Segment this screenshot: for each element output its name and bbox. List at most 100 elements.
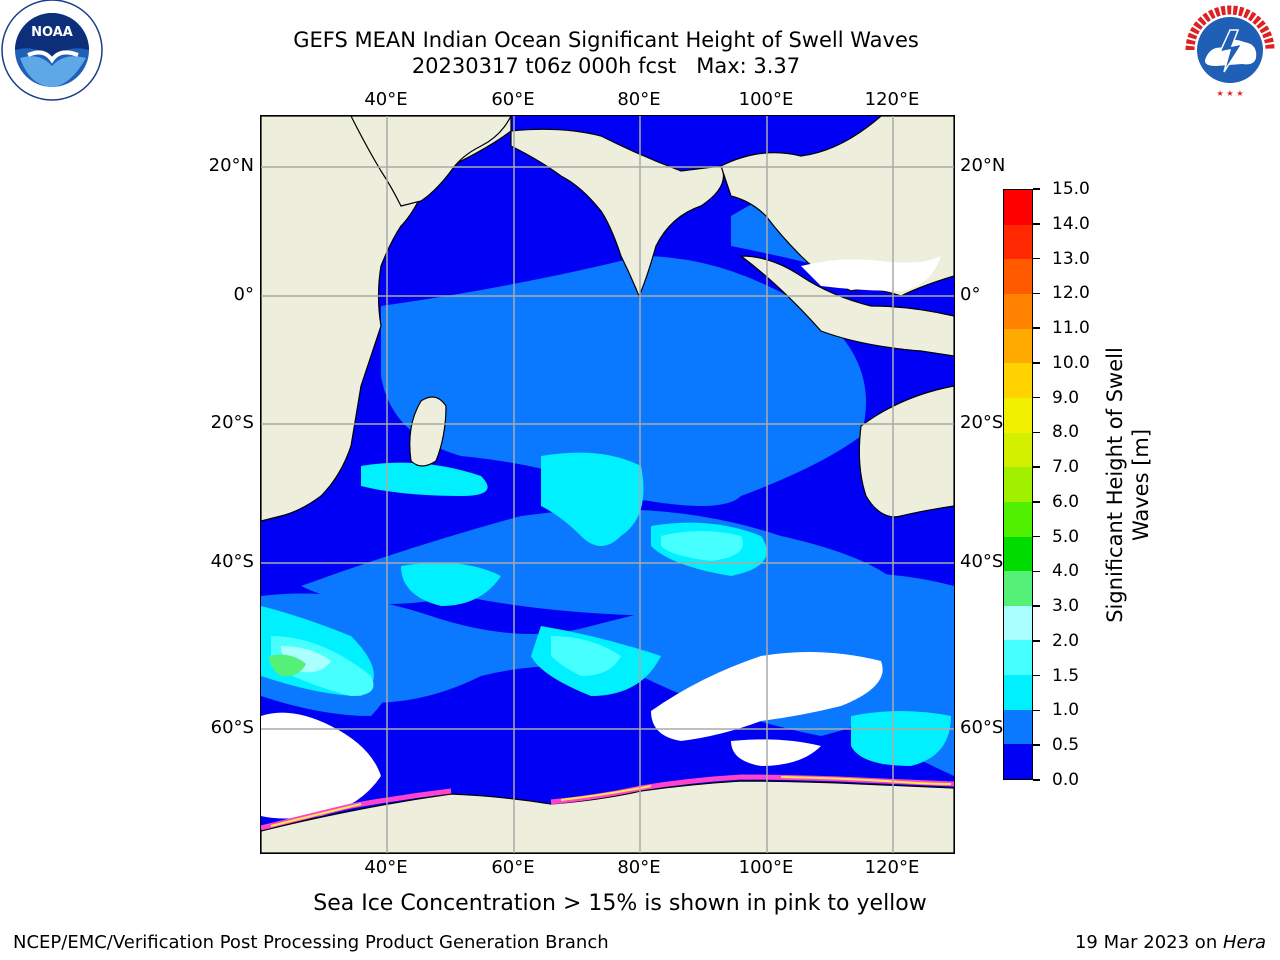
colorbar-tick-mark [1033, 362, 1040, 364]
colorbar-segment [1004, 675, 1032, 710]
colorbar-tick-label: 0.5 [1052, 735, 1080, 756]
swell-band-1.0-1.5-f [851, 711, 951, 766]
no-data-white-4 [801, 256, 941, 291]
footer-date-text: 19 Mar 2023 on [1074, 932, 1223, 953]
colorbar-segment [1004, 501, 1032, 537]
colorbar-tick-label: 6.0 [1052, 491, 1080, 512]
colorbar-segment [1004, 432, 1032, 468]
colorbar-tick-label: 8.0 [1052, 422, 1080, 443]
map-panel [260, 115, 955, 854]
land-se-asia [720, 116, 954, 297]
colorbar-segment [1004, 363, 1032, 398]
colorbar-tick-mark [1033, 744, 1040, 746]
chart-subtitle: 20230317 t06z 000h fcst Max: 3.37 [411, 54, 801, 78]
colorbar-title-line1: Significant Height of Swell [1103, 347, 1127, 623]
lon-tick-top-120: 120°E [864, 89, 920, 110]
land-india [510, 128, 725, 298]
colorbar-tick-mark [1033, 431, 1040, 434]
lat-tick-left-20s: 20°S [210, 412, 254, 433]
nws-logo: ★ ★ ★ [1180, 0, 1280, 100]
colorbar-tick-mark [1033, 257, 1040, 260]
colorbar-segment [1004, 536, 1032, 572]
colorbar-title: Significant Height of Swell Waves [m] [1102, 347, 1154, 623]
sea-ice-edge-inner [270, 776, 952, 827]
colorbar-tick-label: 9.0 [1052, 387, 1080, 408]
colorbar-tick-mark [1033, 535, 1040, 538]
colorbar-segment [1004, 571, 1032, 606]
colorbar-tick-label: 14.0 [1052, 213, 1090, 234]
colorbar-segment [1004, 224, 1032, 260]
colorbar-tick-label: 13.0 [1052, 248, 1090, 269]
colorbar-tick-label: 1.5 [1052, 665, 1080, 686]
colorbar-tick-label: 15.0 [1052, 179, 1090, 199]
colorbar-tick-mark [1033, 396, 1040, 399]
land-arabia-peninsula [350, 116, 512, 207]
lon-tick-top-80: 80°E [617, 89, 661, 110]
lon-tick-bottom-40: 40°E [364, 857, 408, 878]
noaa-logo-text: NOAA [31, 25, 73, 40]
colorbar-tick-label: 3.0 [1052, 596, 1080, 617]
land-australia [858, 385, 954, 518]
colorbar-segment [1004, 190, 1032, 225]
colorbar-segment [1004, 640, 1032, 676]
swell-band-1.0-1.5-b [361, 462, 488, 496]
colorbar-tick-mark [1033, 640, 1040, 642]
noaa-logo: NOAA [0, 0, 104, 104]
footer-date: 19 Mar 2023 on Hera [1075, 932, 1266, 954]
colorbar-title-line2: Waves [m] [1129, 428, 1153, 542]
lon-tick-bottom-100: 100°E [738, 857, 794, 878]
swell-band-1.0-1.5-c [401, 562, 501, 606]
colorbar-tick-mark [1033, 779, 1040, 781]
colorbar-tick-mark [1033, 292, 1040, 295]
swell-band-3.0-4.0 [269, 654, 306, 677]
lat-tick-right-60s: 60°S [960, 717, 1004, 738]
colorbar-tick-mark [1033, 327, 1040, 329]
swell-band-0.5-1.0 [301, 256, 901, 616]
colorbar-tick-mark [1033, 188, 1040, 190]
colorbar-segment [1004, 259, 1032, 295]
lat-tick-left-40s: 40°S [210, 551, 254, 572]
lon-tick-top-60: 60°E [491, 89, 535, 110]
colorbar-segment [1004, 709, 1032, 745]
colorbar-tick-mark [1033, 674, 1040, 677]
colorbar-tick-label: 2.0 [1052, 630, 1080, 651]
colorbar-segment [1004, 294, 1032, 329]
colorbar-tick-mark [1033, 223, 1040, 225]
lon-tick-top-100: 100°E [738, 89, 794, 110]
lon-tick-bottom-60: 60°E [491, 857, 535, 878]
lat-tick-right-20n: 20°N [960, 155, 1006, 176]
colorbar-tick-mark [1033, 709, 1040, 712]
lat-tick-left-60s: 60°S [210, 717, 254, 738]
colorbar-tick-label: 5.0 [1052, 526, 1080, 547]
lat-tick-right-20s: 20°S [960, 412, 1004, 433]
colorbar-segment [1004, 605, 1032, 641]
land-madagascar [409, 396, 447, 467]
lon-tick-bottom-120: 120°E [864, 857, 920, 878]
lon-tick-bottom-80: 80°E [617, 857, 661, 878]
footer-host: Hera [1222, 932, 1266, 953]
swell-band-1.5-2.0-c [661, 531, 743, 561]
lat-tick-left-0: 0° [233, 284, 254, 305]
land-indonesia [739, 255, 954, 357]
graticule [261, 116, 954, 853]
sea-ice-caption: Sea Ice Concentration > 15% is shown in … [313, 891, 927, 916]
colorbar-segment [1004, 328, 1032, 364]
chart-title: GEFS MEAN Indian Ocean Significant Heigh… [293, 28, 919, 52]
colorbar-tick-label: 10.0 [1052, 352, 1090, 373]
no-data-white-3 [731, 739, 821, 766]
swell-band-1.5-2.0-b [551, 636, 621, 676]
land-antarctica [261, 780, 954, 853]
lon-tick-top-40: 40°E [364, 89, 408, 110]
colorbar-tick-label: 12.0 [1052, 283, 1090, 304]
svg-text:★ ★ ★: ★ ★ ★ [1216, 89, 1243, 98]
colorbar-tick-mark [1033, 466, 1040, 468]
lat-tick-right-40s: 40°S [960, 551, 1004, 572]
colorbar-tick-mark [1033, 605, 1040, 607]
colorbar-tick-mark [1033, 570, 1040, 573]
colorbar-tick-label: 4.0 [1052, 561, 1080, 582]
colorbar-tick-label: 0.0 [1052, 770, 1080, 790]
no-data-white-1 [261, 712, 381, 819]
colorbar-tick-label: 1.0 [1052, 700, 1080, 721]
colorbar [1003, 189, 1033, 780]
footer-credit: NCEP/EMC/Verification Post Processing Pr… [13, 932, 609, 953]
